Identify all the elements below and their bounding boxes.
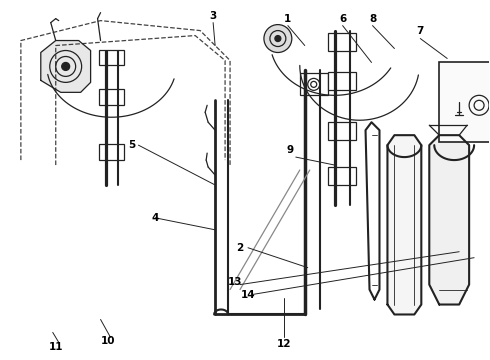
Bar (328, 122, 356, 140)
Bar (328, 167, 356, 185)
Circle shape (264, 24, 292, 53)
Text: 3: 3 (210, 11, 217, 21)
Text: 4: 4 (152, 213, 159, 223)
Text: 1: 1 (284, 14, 292, 24)
Text: 10: 10 (101, 336, 116, 346)
Bar (98, 144, 124, 160)
Text: 11: 11 (49, 342, 63, 352)
Bar (98, 50, 124, 66)
Text: 2: 2 (236, 243, 244, 253)
Circle shape (275, 36, 281, 41)
Text: 5: 5 (128, 140, 135, 150)
Text: 8: 8 (369, 14, 376, 24)
Bar (98, 89, 124, 105)
Bar (439, 62, 490, 142)
Text: 12: 12 (276, 339, 291, 349)
Text: 9: 9 (286, 145, 294, 155)
Polygon shape (429, 135, 469, 305)
Text: 14: 14 (241, 289, 255, 300)
Text: 6: 6 (339, 14, 346, 24)
Text: 13: 13 (228, 276, 242, 287)
Text: 7: 7 (416, 26, 424, 36)
Polygon shape (388, 135, 421, 315)
Circle shape (62, 62, 70, 71)
Polygon shape (41, 41, 91, 92)
Bar (328, 72, 356, 90)
Bar (300, 73, 328, 95)
Bar (328, 32, 356, 50)
